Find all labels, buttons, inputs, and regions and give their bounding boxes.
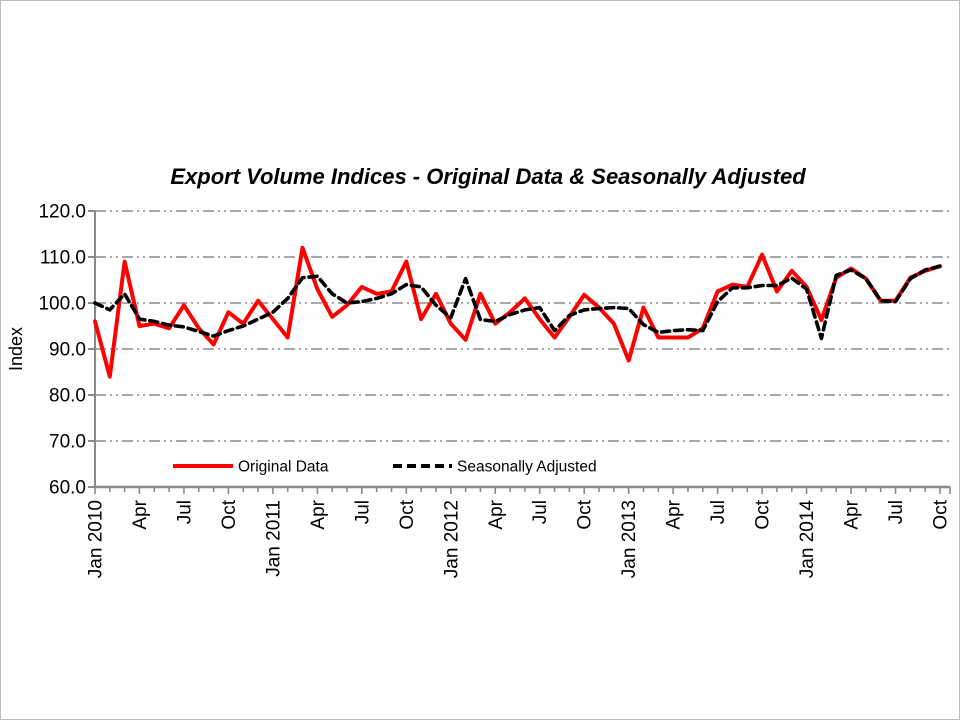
x-tick-label: Jan 2012 bbox=[441, 500, 462, 578]
y-tick-labels: 120.0 110.0 100.0 90.0 80.0 70.0 60.0 bbox=[38, 202, 86, 499]
axes bbox=[88, 210, 951, 494]
x-tick-label: Jul bbox=[352, 500, 373, 524]
gridlines bbox=[95, 210, 950, 442]
y-tick-label: 70.0 bbox=[49, 432, 86, 453]
series-lines bbox=[93, 245, 942, 379]
legend-label-original-data: Original Data bbox=[238, 459, 329, 476]
chart-title: Export Volume Indices - Original Data & … bbox=[170, 164, 806, 189]
x-tick-label: Oct bbox=[753, 499, 774, 529]
x-tick-label: Oct bbox=[219, 499, 240, 529]
x-tick-label: Jul bbox=[708, 500, 729, 524]
series-line-seasonally-adjusted bbox=[93, 264, 942, 341]
x-tick-label: Apr bbox=[308, 499, 329, 529]
x-tick-label: Jan 2014 bbox=[797, 500, 818, 579]
y-tick-label: 100.0 bbox=[38, 294, 86, 315]
x-tick-label: Jul bbox=[886, 500, 907, 524]
legend-label-seasonally-adjusted: Seasonally Adjusted bbox=[457, 459, 597, 476]
y-axis-title: Index bbox=[6, 327, 26, 371]
x-tick-label: Jul bbox=[530, 500, 551, 524]
x-tick-label: Oct bbox=[575, 499, 596, 529]
x-tick-label: Jan 2013 bbox=[619, 500, 640, 578]
x-tick-label: Jul bbox=[174, 500, 195, 524]
legend: Original Data Seasonally Adjusted bbox=[173, 459, 597, 476]
x-tick-label: Jan 2011 bbox=[263, 500, 284, 577]
y-tick-label: 90.0 bbox=[49, 340, 86, 361]
series-line-original-data bbox=[93, 245, 942, 379]
x-tick-label: Apr bbox=[842, 499, 863, 529]
y-tick-label: 80.0 bbox=[49, 386, 86, 407]
x-tick-label: Apr bbox=[130, 499, 151, 529]
x-tick-label: Apr bbox=[486, 499, 507, 529]
x-tick-labels: Jan 2010 Apr Jul Oct Jan 2011 Apr Jul Oct Jan 20… bbox=[86, 499, 952, 578]
x-tick-label: Oct bbox=[397, 499, 418, 529]
x-tick-label: Jan 2010 bbox=[86, 500, 107, 578]
x-tick-label: Oct bbox=[931, 499, 952, 529]
x-tick-label: Apr bbox=[664, 499, 685, 529]
y-tick-label: 110.0 bbox=[40, 248, 86, 269]
y-tick-label: 120.0 bbox=[38, 202, 86, 223]
y-tick-label: 60.0 bbox=[49, 478, 86, 499]
